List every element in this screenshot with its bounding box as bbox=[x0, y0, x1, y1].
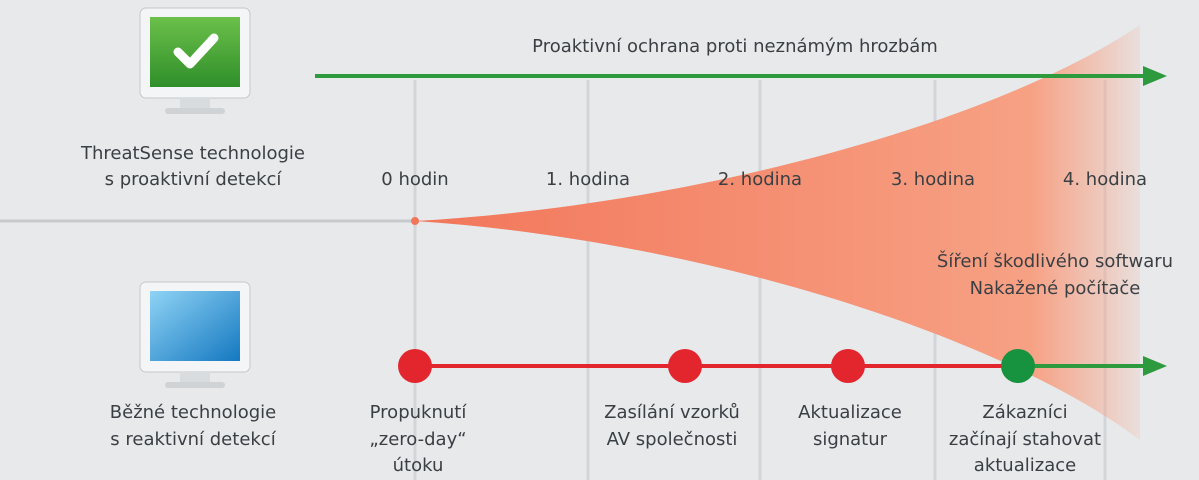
proactive-label: ThreatSense technologie bbox=[80, 143, 305, 164]
milestone-label: AV společnosti bbox=[607, 429, 738, 450]
milestone-dots bbox=[398, 349, 1035, 383]
monitor-blue bbox=[139, 281, 251, 388]
milestone-label: začínají stahovat bbox=[949, 429, 1101, 450]
hour-label: 0 hodin bbox=[381, 169, 448, 190]
top-arrow-label: Proaktivní ochrana proti neznámým hrozbá… bbox=[532, 36, 938, 57]
spread-cone bbox=[415, 25, 1140, 440]
reactive-label: Běžné technologie bbox=[110, 402, 276, 423]
milestone-label: útoku bbox=[393, 455, 444, 476]
milestone-label: „zero-day“ bbox=[369, 429, 466, 450]
arrow-head bbox=[1143, 66, 1167, 86]
milestone-label: aktualizace bbox=[974, 455, 1076, 476]
origin-dot bbox=[411, 217, 419, 225]
milestone-label: Zákazníci bbox=[982, 402, 1067, 423]
arrow-head bbox=[1143, 356, 1167, 376]
spread-label: Nakažené počítače bbox=[970, 278, 1141, 299]
reactive-label: s reaktivní detekcí bbox=[110, 429, 276, 450]
proactive-label: s proaktivní detekcí bbox=[105, 169, 283, 190]
hour-label: 4. hodina bbox=[1063, 169, 1147, 190]
spread-label: Šíření škodlivého softwaru bbox=[937, 250, 1173, 272]
hour-label: 2. hodina bbox=[718, 169, 802, 190]
monitor-green bbox=[139, 7, 251, 114]
milestone-label: Propuknutí bbox=[370, 402, 468, 423]
milestone-label: signatur bbox=[813, 429, 888, 450]
milestone-label: Aktualizace bbox=[798, 402, 902, 423]
milestone-label: Zasílání vzorků bbox=[604, 402, 740, 423]
hour-label: 1. hodina bbox=[546, 169, 630, 190]
hour-label: 3. hodina bbox=[891, 169, 975, 190]
